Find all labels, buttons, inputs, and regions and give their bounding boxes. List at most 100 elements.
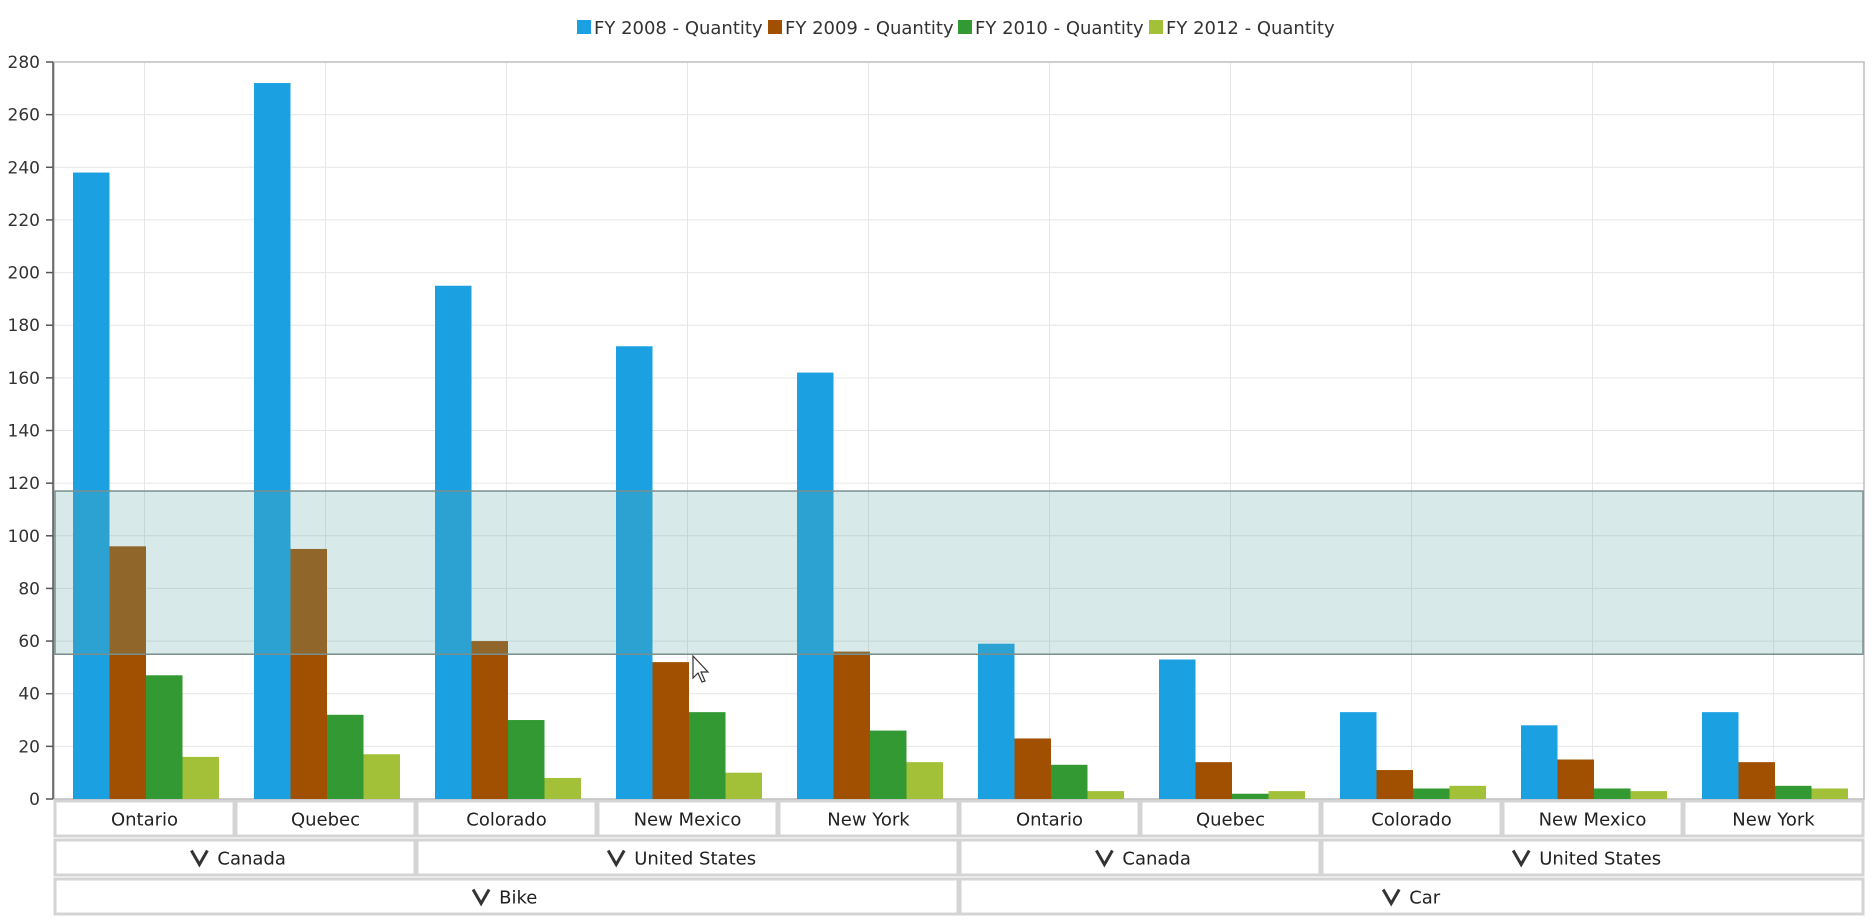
bar[interactable] bbox=[1521, 725, 1558, 799]
bar[interactable] bbox=[1268, 791, 1306, 799]
category-cell: Colorado bbox=[415, 799, 598, 838]
bar[interactable] bbox=[1159, 659, 1196, 799]
category-cell-label: Quebec bbox=[1196, 810, 1265, 831]
y-tick-label: 140 bbox=[8, 422, 40, 442]
bar[interactable] bbox=[109, 546, 147, 799]
y-tick-label: 80 bbox=[18, 579, 40, 599]
gridlines bbox=[53, 61, 1865, 800]
group-cell-vehicle-frame bbox=[958, 877, 1865, 916]
bar[interactable] bbox=[1340, 712, 1377, 799]
category-cell: Ontario bbox=[53, 799, 236, 838]
y-tick-label: 180 bbox=[8, 316, 40, 336]
category-cell: New Mexico bbox=[596, 799, 779, 838]
group-cell-vehicle[interactable]: Bike bbox=[53, 877, 960, 916]
bar[interactable] bbox=[1630, 791, 1668, 799]
cursor-arrow bbox=[692, 654, 710, 683]
bar[interactable] bbox=[1775, 785, 1812, 799]
group-cell-vehicle[interactable]: Car bbox=[958, 877, 1865, 916]
bar[interactable] bbox=[471, 641, 509, 799]
group-cell-region-label: Canada bbox=[217, 849, 286, 870]
group-cell-region[interactable]: United States bbox=[415, 838, 960, 877]
category-cell-label: Ontario bbox=[111, 810, 178, 831]
bar[interactable] bbox=[689, 712, 726, 799]
category-cell: New York bbox=[1682, 799, 1865, 838]
y-tick-label: 20 bbox=[18, 737, 40, 757]
category-cell: Colorado bbox=[1320, 799, 1503, 838]
bar[interactable] bbox=[1014, 738, 1052, 799]
bar[interactable] bbox=[1702, 712, 1739, 799]
y-tick-label: 100 bbox=[8, 527, 40, 547]
bar[interactable] bbox=[1376, 770, 1414, 799]
category-cell-label: New York bbox=[1732, 810, 1815, 831]
legend-swatch bbox=[958, 20, 972, 34]
bar[interactable] bbox=[1232, 793, 1269, 799]
category-cell: Quebec bbox=[234, 799, 417, 838]
bar[interactable] bbox=[435, 285, 472, 799]
bar[interactable] bbox=[1811, 788, 1849, 799]
group-cell-region-frame bbox=[53, 838, 417, 877]
bar[interactable] bbox=[1051, 764, 1088, 799]
bar[interactable] bbox=[1413, 788, 1450, 799]
group-cell-region[interactable]: Canada bbox=[958, 838, 1322, 877]
bar[interactable] bbox=[290, 548, 328, 799]
legend-swatch bbox=[1149, 20, 1163, 34]
bar[interactable] bbox=[363, 754, 401, 799]
group-cell-vehicle-frame bbox=[53, 877, 960, 916]
bar[interactable] bbox=[508, 720, 545, 799]
legend-label: FY 2012 - Quantity bbox=[1166, 18, 1335, 39]
group-cell-region-frame bbox=[958, 838, 1322, 877]
bar[interactable] bbox=[1195, 762, 1233, 799]
bar[interactable] bbox=[1557, 759, 1595, 799]
bar[interactable] bbox=[327, 714, 364, 799]
bar[interactable] bbox=[833, 651, 871, 799]
bars bbox=[73, 83, 1849, 800]
group-cell-region-label: United States bbox=[634, 849, 756, 870]
category-cell-frame bbox=[1501, 799, 1684, 838]
bar[interactable] bbox=[146, 675, 183, 799]
category-cell: New York bbox=[777, 799, 960, 838]
y-tick-label: 220 bbox=[8, 211, 40, 231]
category-cell-frame bbox=[234, 799, 417, 838]
group-cell-region[interactable]: Canada bbox=[53, 838, 417, 877]
legend-label: FY 2009 - Quantity bbox=[785, 18, 954, 39]
bar[interactable] bbox=[182, 756, 220, 799]
group-cell-vehicle-label: Car bbox=[1409, 888, 1441, 909]
bar[interactable] bbox=[1449, 785, 1487, 799]
y-tick-label: 40 bbox=[18, 685, 40, 705]
selection-rectangle[interactable] bbox=[54, 490, 1864, 655]
bar[interactable] bbox=[1087, 791, 1125, 799]
x-axis: Ontario Quebec Colorado New Mexico New York O… bbox=[53, 799, 1865, 916]
y-tick-label: 120 bbox=[8, 474, 40, 494]
bar[interactable] bbox=[1594, 788, 1631, 799]
bar[interactable] bbox=[1738, 762, 1776, 799]
selection-band[interactable] bbox=[54, 490, 1864, 655]
bar[interactable] bbox=[906, 762, 944, 799]
bar[interactable] bbox=[254, 83, 291, 800]
category-cell-label: New York bbox=[827, 810, 910, 831]
chevron-down-icon bbox=[1095, 849, 1114, 868]
bar[interactable] bbox=[797, 372, 834, 799]
category-cell-label: Ontario bbox=[1016, 810, 1083, 831]
category-cell-frame bbox=[777, 799, 960, 838]
bar[interactable] bbox=[616, 346, 653, 799]
bar[interactable] bbox=[725, 772, 763, 799]
y-tick-label: 260 bbox=[8, 106, 40, 126]
mouse-cursor-icon bbox=[692, 654, 710, 683]
bar[interactable] bbox=[73, 172, 110, 800]
bar[interactable] bbox=[978, 643, 1015, 799]
plot-border bbox=[53, 61, 1865, 800]
category-cell: Quebec bbox=[1139, 799, 1322, 838]
group-cell-region-frame bbox=[1320, 838, 1865, 877]
category-cell-label: Colorado bbox=[466, 810, 546, 831]
bar[interactable] bbox=[544, 777, 582, 799]
legend-label: FY 2008 - Quantity bbox=[594, 18, 763, 39]
group-cell-region-label: Canada bbox=[1122, 849, 1191, 870]
bar[interactable] bbox=[870, 730, 907, 799]
group-cell-vehicle-label: Bike bbox=[499, 888, 537, 909]
category-cell-label: New Mexico bbox=[1539, 810, 1647, 831]
group-cell-region[interactable]: United States bbox=[1320, 838, 1865, 877]
chevron-down-icon bbox=[190, 849, 209, 868]
bar[interactable] bbox=[652, 662, 690, 799]
category-cell-frame bbox=[958, 799, 1141, 838]
